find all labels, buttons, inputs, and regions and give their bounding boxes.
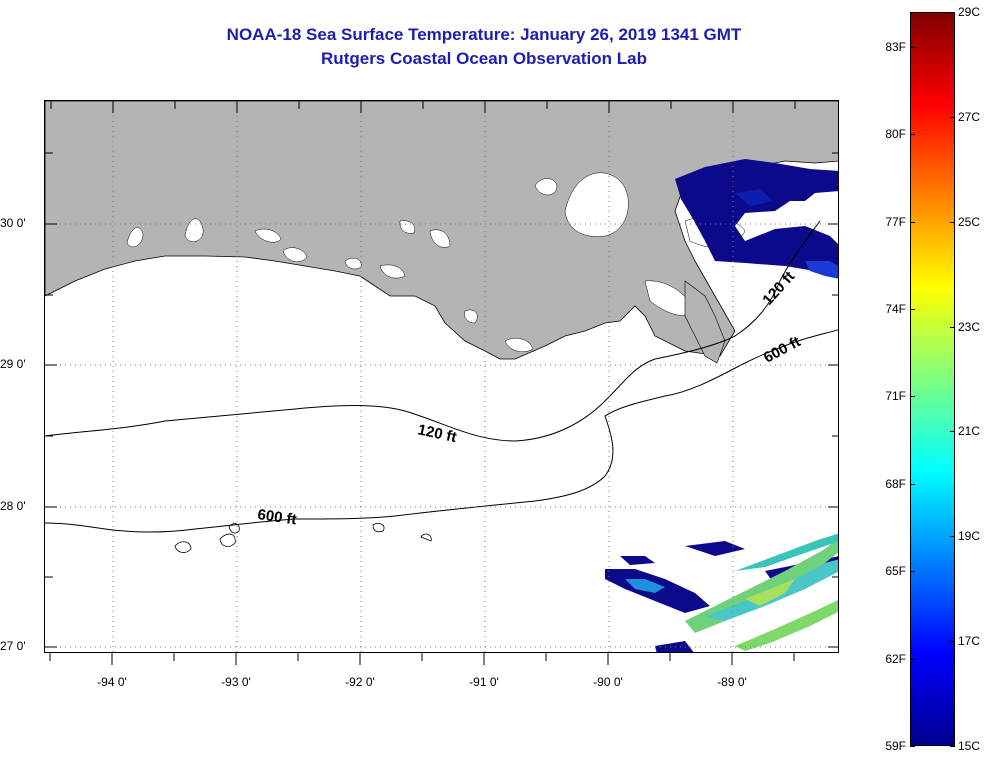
colorbar-celsius-tick xyxy=(950,746,955,747)
lat-label-29n: 29 0' xyxy=(0,357,26,371)
colorbar-celsius-tick xyxy=(950,641,955,643)
lon-label-89w: -89 0' xyxy=(717,675,747,689)
colorbar-fahrenheit-label: 71F xyxy=(885,389,906,404)
colorbar-celsius-label: 17C xyxy=(958,634,981,649)
lat-label-28n: 28 0' xyxy=(0,499,26,513)
lon-label-91w: -91 0' xyxy=(469,675,499,689)
contour-120ft xyxy=(45,220,821,442)
frame-ticks xyxy=(45,101,838,648)
lat-label-30n: 30 0' xyxy=(0,216,26,230)
colorbar-celsius-label: 25C xyxy=(958,214,981,229)
bottom-axis-ticks xyxy=(49,653,795,665)
colorbar-fahrenheit-label: 62F xyxy=(885,651,906,666)
colorbar-fahrenheit-label: 80F xyxy=(885,127,906,142)
colorbar-celsius-label: 21C xyxy=(958,424,981,439)
colorbar-fahrenheit-tick xyxy=(910,46,915,48)
contour-islets xyxy=(174,523,432,553)
colorbar-fahrenheit-label: 77F xyxy=(885,214,906,229)
colorbar-celsius-label: 29C xyxy=(958,5,981,19)
colorbar-celsius-tick xyxy=(950,116,955,118)
lon-label-93w: -93 0' xyxy=(221,675,251,689)
map-title: NOAA-18 Sea Surface Temperature: January… xyxy=(226,25,742,44)
colorbar-fahrenheit-tick xyxy=(910,396,915,398)
colorbar-fahrenheit-tick xyxy=(910,134,915,136)
colorbar-celsius-label: 27C xyxy=(958,109,981,124)
colorbar-fahrenheit-label: 59F xyxy=(885,739,906,753)
graticule xyxy=(45,101,838,652)
colorbar-fahrenheit-label: 68F xyxy=(885,476,906,491)
colorbar-fahrenheit-tick xyxy=(910,658,915,660)
colorbar-celsius-label: 15C xyxy=(958,739,981,753)
colorbar-fahrenheit-label: 65F xyxy=(885,564,906,579)
colorbar-celsius-tick xyxy=(950,12,955,13)
lon-label-92w: -92 0' xyxy=(345,675,375,689)
lon-label-90w: -90 0' xyxy=(593,675,623,689)
delta-land xyxy=(684,280,726,364)
colorbar-fahrenheit-tick xyxy=(910,221,915,223)
lat-label-27n: 27 0' xyxy=(0,639,26,653)
colorbar-celsius-tick xyxy=(950,431,955,433)
lon-label-94w: -94 0' xyxy=(97,675,127,689)
cold-water-patches xyxy=(675,159,838,279)
temperature-colorbar xyxy=(910,12,955,746)
colorbar-fahrenheit-tick xyxy=(910,571,915,573)
contour-label-600ft-west: 600 ft xyxy=(256,506,297,528)
colorbar-gradient xyxy=(911,13,954,745)
colorbar-fahrenheit-label: 83F xyxy=(885,39,906,54)
colorbar-fahrenheit-tick xyxy=(910,483,915,485)
colorbar-fahrenheit-tick xyxy=(910,309,915,311)
colorbar-celsius-label: 19C xyxy=(958,529,981,544)
colorbar-celsius-tick xyxy=(950,221,955,223)
colorbar-celsius-tick xyxy=(950,536,955,538)
sst-map: 120 ft 120 ft 600 ft 600 ft xyxy=(44,100,839,653)
colorbar-celsius-label: 23C xyxy=(958,319,981,334)
contour-600ft xyxy=(45,329,838,533)
warm-water-patches xyxy=(605,533,838,652)
colorbar-celsius-tick xyxy=(950,326,955,328)
colorbar-fahrenheit-label: 74F xyxy=(885,302,906,317)
colorbar-fahrenheit-tick xyxy=(910,746,915,747)
map-subtitle: Rutgers Coastal Ocean Observation Lab xyxy=(321,49,647,68)
